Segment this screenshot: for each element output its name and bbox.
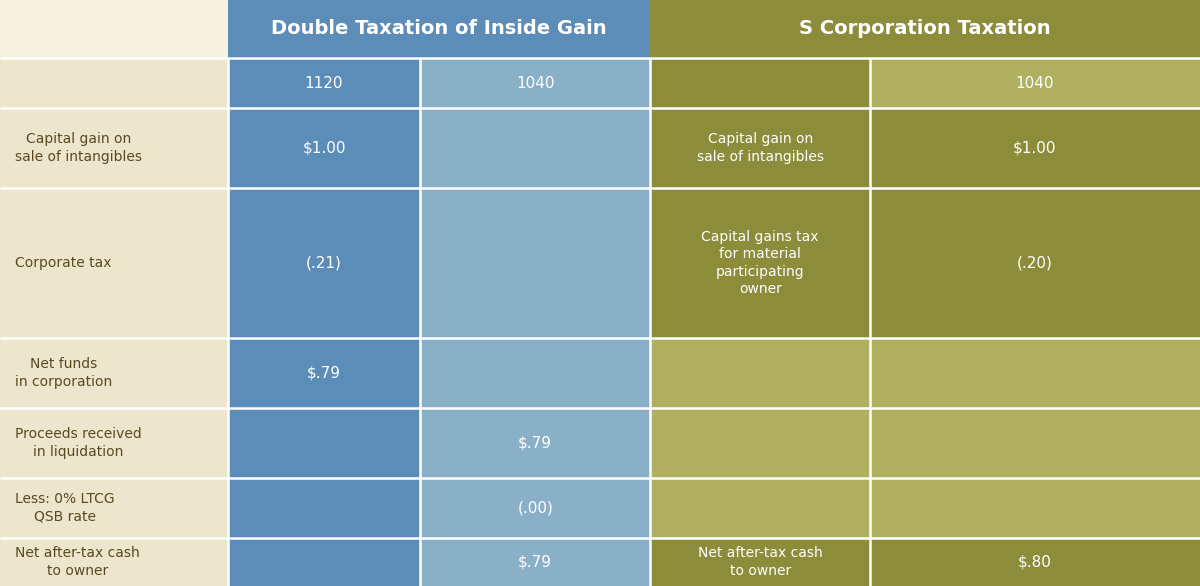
Bar bbox=[420, 478, 650, 538]
Bar bbox=[650, 108, 870, 188]
Bar bbox=[228, 478, 420, 538]
Text: Less: 0% LTCG
QSB rate: Less: 0% LTCG QSB rate bbox=[14, 492, 115, 524]
Text: (.00): (.00) bbox=[517, 500, 553, 516]
Bar bbox=[870, 538, 1200, 586]
Bar bbox=[650, 538, 870, 586]
Bar bbox=[420, 108, 650, 188]
Bar bbox=[650, 478, 870, 538]
Text: Capital gains tax
for material
participating
owner: Capital gains tax for material participa… bbox=[702, 230, 818, 296]
Bar bbox=[228, 538, 420, 586]
Bar bbox=[228, 408, 420, 478]
Bar bbox=[870, 478, 1200, 538]
Text: $.79: $.79 bbox=[307, 366, 341, 380]
Text: Double Taxation of Inside Gain: Double Taxation of Inside Gain bbox=[271, 19, 607, 39]
Text: Corporate tax: Corporate tax bbox=[14, 256, 112, 270]
Bar bbox=[420, 338, 650, 408]
Bar bbox=[228, 108, 420, 188]
Text: 1040: 1040 bbox=[1015, 76, 1055, 90]
Text: Net after-tax cash
to owner: Net after-tax cash to owner bbox=[698, 546, 822, 578]
Bar bbox=[228, 0, 650, 58]
Text: (.21): (.21) bbox=[306, 255, 342, 271]
Bar bbox=[228, 188, 420, 338]
Bar bbox=[870, 338, 1200, 408]
Bar bbox=[228, 58, 420, 108]
Text: $.79: $.79 bbox=[518, 435, 552, 451]
Bar bbox=[870, 108, 1200, 188]
Bar bbox=[228, 338, 420, 408]
Bar bbox=[650, 58, 870, 108]
Text: Proceeds received
in liquidation: Proceeds received in liquidation bbox=[14, 427, 142, 459]
Text: (.20): (.20) bbox=[1018, 255, 1052, 271]
Text: S Corporation Taxation: S Corporation Taxation bbox=[799, 19, 1051, 39]
Text: $1.00: $1.00 bbox=[302, 141, 346, 155]
Text: $1.00: $1.00 bbox=[1013, 141, 1057, 155]
Bar bbox=[420, 188, 650, 338]
Text: Capital gain on
sale of intangibles: Capital gain on sale of intangibles bbox=[697, 132, 823, 163]
Text: Net after-tax cash
to owner: Net after-tax cash to owner bbox=[14, 546, 139, 578]
Bar bbox=[870, 58, 1200, 108]
Text: $.80: $.80 bbox=[1018, 554, 1052, 570]
Bar bbox=[650, 338, 870, 408]
Text: Net funds
in corporation: Net funds in corporation bbox=[14, 357, 113, 389]
Bar bbox=[870, 188, 1200, 338]
Bar bbox=[870, 408, 1200, 478]
Text: 1040: 1040 bbox=[516, 76, 554, 90]
Text: $.79: $.79 bbox=[518, 554, 552, 570]
Bar bbox=[0, 58, 228, 586]
Bar bbox=[650, 0, 1200, 58]
Bar bbox=[650, 408, 870, 478]
Bar bbox=[420, 538, 650, 586]
Bar bbox=[420, 408, 650, 478]
Bar bbox=[650, 188, 870, 338]
Bar bbox=[420, 58, 650, 108]
Text: 1120: 1120 bbox=[305, 76, 343, 90]
Text: Capital gain on
sale of intangibles: Capital gain on sale of intangibles bbox=[14, 132, 142, 163]
